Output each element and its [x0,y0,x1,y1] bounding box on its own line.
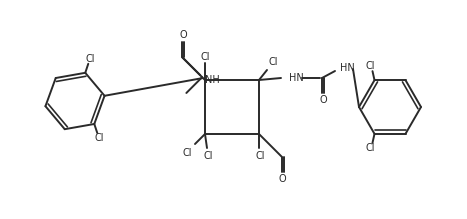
Text: O: O [319,95,327,105]
Text: Cl: Cl [255,151,265,161]
Text: Cl: Cl [200,52,210,62]
Text: HN: HN [340,63,355,73]
Text: O: O [279,174,286,184]
Text: Cl: Cl [182,148,192,158]
Text: NH: NH [205,75,220,85]
Text: Cl: Cl [203,151,213,161]
Text: O: O [179,30,187,40]
Text: Cl: Cl [366,61,375,71]
Text: Cl: Cl [94,133,104,143]
Text: Cl: Cl [268,57,278,67]
Text: HN: HN [289,73,304,83]
Text: Cl: Cl [85,54,95,64]
Text: Cl: Cl [366,143,375,153]
